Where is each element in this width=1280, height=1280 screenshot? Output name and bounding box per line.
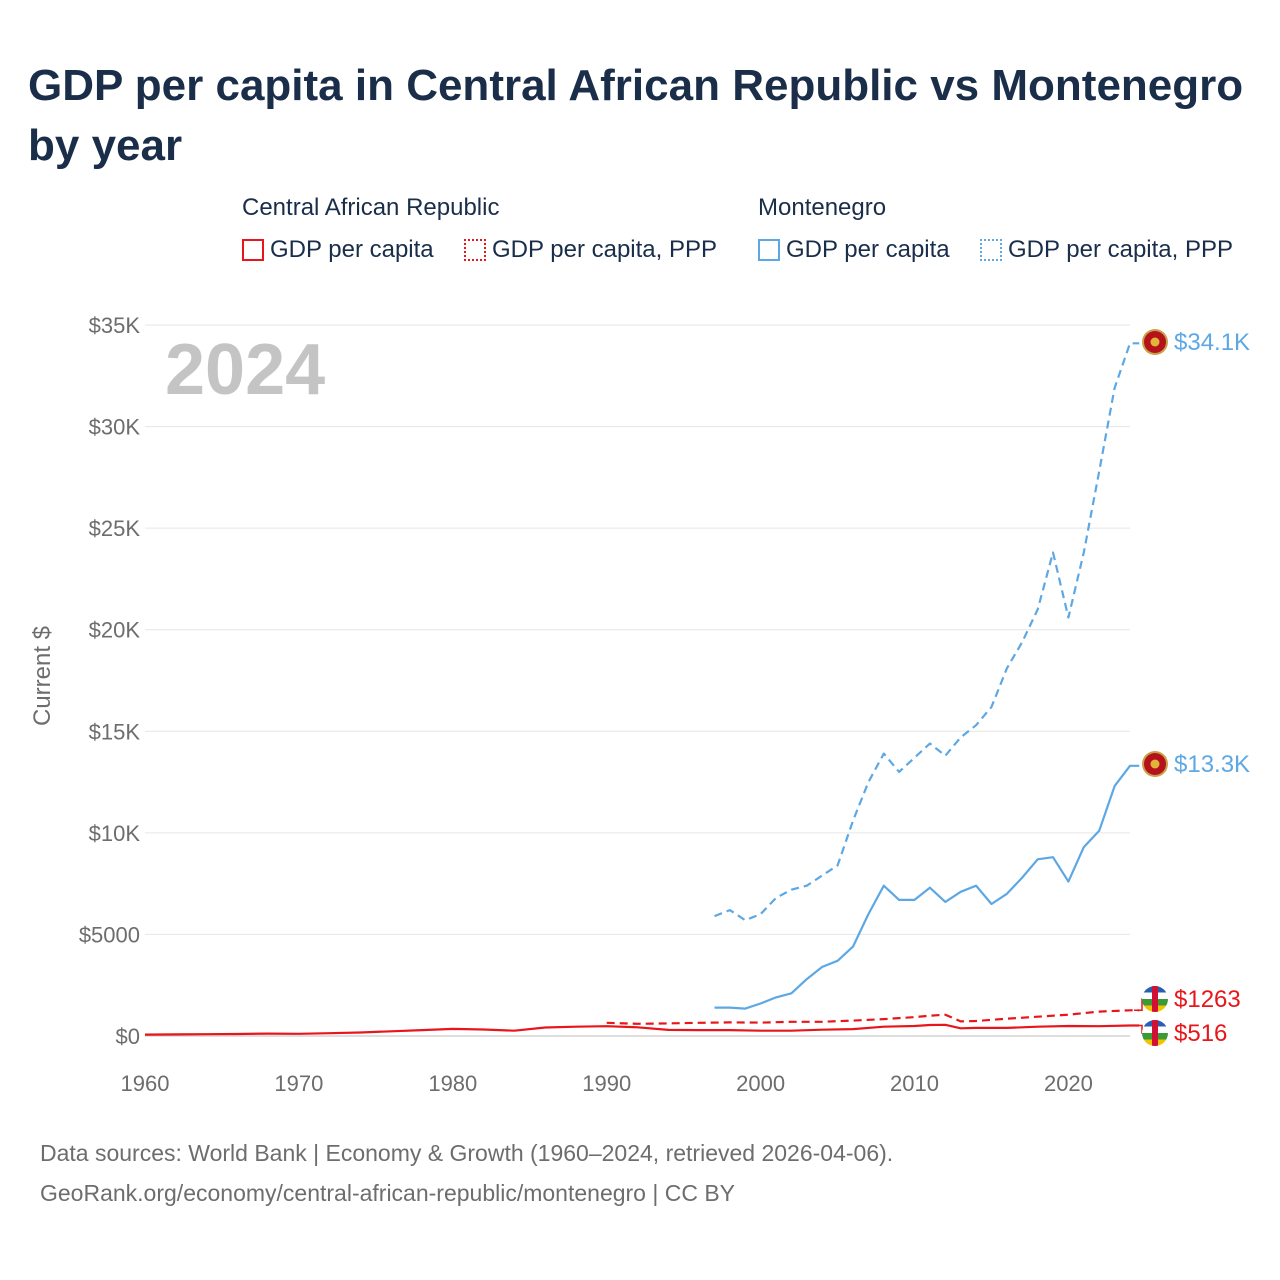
end-value-label: $34.1K bbox=[1174, 329, 1250, 356]
grid-lines bbox=[145, 324, 1130, 1037]
legend-label: GDP per capita bbox=[270, 236, 434, 263]
y-tick-label: $0 bbox=[116, 1024, 140, 1049]
x-tick-label: 1980 bbox=[428, 1071, 477, 1096]
legend-swatch-dotted-red bbox=[464, 239, 486, 261]
car-flag-icon bbox=[1142, 1020, 1168, 1046]
x-tick-label: 2010 bbox=[890, 1071, 939, 1096]
x-tick-label: 2000 bbox=[736, 1071, 785, 1096]
y-tick-label: $30K bbox=[89, 415, 141, 440]
montenegro-flag-icon bbox=[1142, 751, 1168, 777]
legend-item-car-gdp[interactable]: GDP per capita bbox=[242, 236, 434, 264]
legend-item-car-ppp[interactable]: GDP per capita, PPP bbox=[464, 236, 717, 264]
y-axis-ticks: $0 $5000 $10K $15K $20K $25K $30K $35K bbox=[79, 313, 141, 1049]
end-markers: $516 $1263 $13.3K $34.1K bbox=[1134, 329, 1250, 1047]
y-tick-label: $15K bbox=[89, 719, 141, 744]
year-watermark: 2024 bbox=[165, 330, 325, 410]
legend-swatch-solid-red bbox=[242, 239, 264, 261]
legend-item-mne-ppp[interactable]: GDP per capita, PPP bbox=[980, 236, 1233, 264]
legend-group-montenegro: Montenegro bbox=[758, 194, 887, 221]
y-tick-label: $10K bbox=[89, 821, 141, 846]
x-tick-label: 2020 bbox=[1044, 1071, 1093, 1096]
montenegro-flag-icon bbox=[1142, 329, 1168, 355]
x-tick-label: 1970 bbox=[274, 1071, 323, 1096]
car-flag-icon bbox=[1142, 986, 1168, 1012]
legend-label: GDP per capita, PPP bbox=[492, 236, 717, 263]
end-value-label: $1263 bbox=[1174, 986, 1241, 1013]
end-value-label: $516 bbox=[1174, 1020, 1227, 1047]
series-line-2 bbox=[714, 764, 1140, 1010]
footer-source: Data sources: World Bank | Economy & Gro… bbox=[40, 1140, 894, 1166]
series-line-3 bbox=[714, 342, 1140, 922]
y-tick-label: $20K bbox=[89, 618, 141, 643]
legend-swatch-dotted-blue bbox=[980, 239, 1002, 261]
y-tick-label: $25K bbox=[89, 516, 141, 541]
series-line-0 bbox=[144, 1023, 1140, 1036]
x-axis-ticks: 1960 1970 1980 1990 2000 2010 2020 bbox=[121, 1071, 1093, 1096]
chart-title: GDP per capita in Central African Republ… bbox=[28, 61, 1244, 170]
legend-swatch-solid-blue bbox=[758, 239, 780, 261]
y-axis-label: Current $ bbox=[29, 626, 56, 726]
legend-item-mne-gdp[interactable]: GDP per capita bbox=[758, 236, 950, 264]
end-value-label: $13.3K bbox=[1174, 751, 1250, 778]
x-tick-label: 1960 bbox=[121, 1071, 170, 1096]
legend-label: GDP per capita, PPP bbox=[1008, 236, 1233, 263]
y-tick-label: $35K bbox=[89, 313, 141, 338]
legend-group-car: Central African Republic bbox=[242, 194, 500, 221]
series-line-1 bbox=[606, 1009, 1140, 1025]
x-tick-label: 1990 bbox=[582, 1071, 631, 1096]
legend-label: GDP per capita bbox=[786, 236, 950, 263]
series-lines bbox=[144, 342, 1140, 1036]
footer-url[interactable]: GeoRank.org/economy/central-african-repu… bbox=[40, 1180, 736, 1206]
y-tick-label: $5000 bbox=[79, 922, 140, 947]
